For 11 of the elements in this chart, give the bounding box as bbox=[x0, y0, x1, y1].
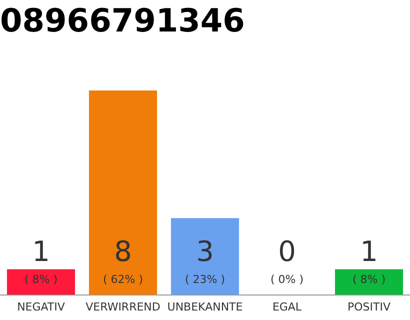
x-tick-label: POSITIV bbox=[347, 300, 391, 314]
x-tick-label: VERWIRREND bbox=[86, 300, 160, 314]
chart-title: 08966791346 bbox=[0, 2, 245, 40]
data-label: 0 ( 0% ) bbox=[270, 234, 304, 286]
data-label: 1 ( 8% ) bbox=[352, 234, 386, 286]
x-tick-label: UNBEKANNTE bbox=[167, 300, 243, 314]
data-label: 1 ( 8% ) bbox=[24, 234, 58, 286]
data-label: 3 ( 23% ) bbox=[184, 234, 226, 286]
x-tick-label: EGAL bbox=[272, 300, 302, 314]
data-label: 8 ( 62% ) bbox=[102, 234, 144, 286]
x-tick-label: NEGATIV bbox=[17, 300, 66, 314]
